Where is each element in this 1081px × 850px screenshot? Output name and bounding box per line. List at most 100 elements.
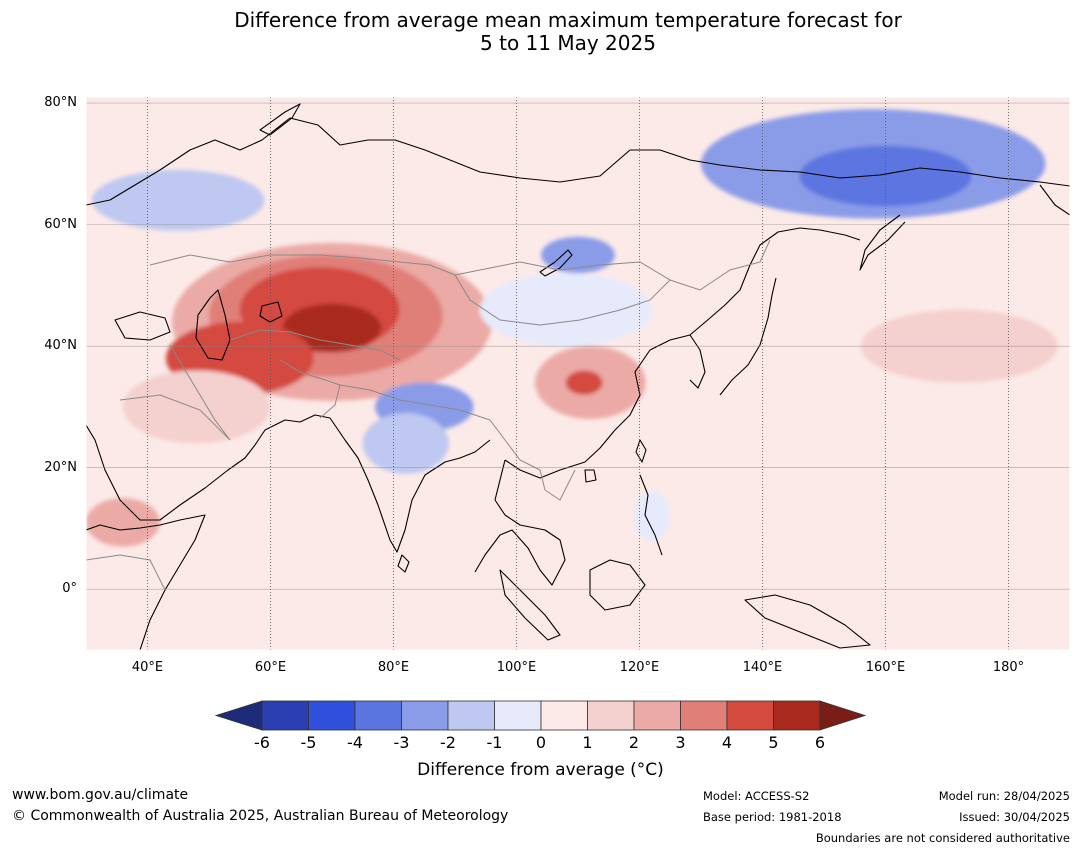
colorbar-segment bbox=[308, 700, 356, 731]
colorbar-segment bbox=[261, 700, 309, 731]
colorbar-segment bbox=[354, 700, 402, 731]
model-run-text: Model run: 28/04/2025 bbox=[938, 789, 1070, 803]
coastline-persian-gulf bbox=[254, 414, 331, 446]
colorbar-tick-label: -2 bbox=[440, 733, 456, 752]
anomaly-arabia-warm bbox=[122, 370, 271, 444]
border-afghanistan-pakistan bbox=[279, 359, 341, 419]
coastline-novaya-zemlya bbox=[259, 103, 301, 136]
title-line-1: Difference from average mean maximum tem… bbox=[234, 8, 902, 32]
anomaly-layer bbox=[86, 109, 1058, 547]
longitude-label: 180° bbox=[992, 660, 1025, 675]
coastline-arabia-persia bbox=[86, 424, 256, 521]
colorbar-tick-label: -6 bbox=[254, 733, 270, 752]
base-period-text: Base period: 1981-2018 bbox=[703, 810, 842, 824]
coastline-kamchatka-okhotsk bbox=[504, 227, 861, 479]
colorbar-over-arrow bbox=[819, 700, 867, 731]
colorbar-tick-label: 4 bbox=[721, 733, 733, 752]
anomaly-central-asia-warm-core bbox=[282, 303, 382, 353]
coastline-black-sea bbox=[114, 311, 171, 341]
border-central-asia bbox=[229, 329, 401, 361]
chart-title: Difference from average mean maximum tem… bbox=[0, 9, 1081, 55]
coastline-philippines bbox=[639, 474, 663, 556]
colorbar-tick-label: -5 bbox=[300, 733, 317, 752]
colorbar-segment bbox=[587, 700, 635, 731]
graticule bbox=[86, 97, 1070, 650]
colorbar-tick-label: -3 bbox=[393, 733, 410, 752]
border-russia-china-mongolia bbox=[454, 239, 771, 291]
coastline-japan bbox=[719, 277, 777, 396]
country-borders bbox=[86, 239, 771, 591]
colorbar-tick-label: 0 bbox=[535, 733, 547, 752]
colorbar-tick-label: 2 bbox=[628, 733, 640, 752]
coastline-baikal bbox=[539, 249, 573, 277]
issued-text: Issued: 30/04/2025 bbox=[959, 810, 1070, 824]
colorbar-tick-label: 5 bbox=[768, 733, 779, 752]
border-kazakhstan-russia bbox=[149, 254, 456, 276]
coastline-borneo bbox=[589, 559, 646, 611]
colorbar-segment bbox=[447, 700, 495, 731]
copyright-text: © Commonwealth of Australia 2025, Austra… bbox=[12, 808, 509, 824]
border-arabia bbox=[119, 394, 231, 441]
border-iran-iraq bbox=[169, 344, 231, 441]
coastline-southeast-asia bbox=[474, 459, 566, 586]
anomaly-mongolia-cool bbox=[479, 273, 652, 347]
coastline-aral bbox=[259, 301, 283, 323]
coastline-alaska bbox=[1039, 184, 1070, 216]
latitude-label: 80°N bbox=[44, 95, 77, 111]
coastline-east-africa bbox=[86, 514, 206, 650]
colorbar-tick-label: 3 bbox=[675, 733, 686, 752]
longitude-label: 60°E bbox=[254, 660, 287, 675]
colorbar-segment bbox=[494, 700, 542, 731]
latitude-label: 20°N bbox=[44, 459, 77, 475]
coastline-caspian bbox=[195, 289, 231, 361]
anomaly-west-siberia-cool bbox=[92, 169, 265, 231]
colorbar-under-arrow bbox=[214, 700, 263, 731]
map-frame bbox=[85, 96, 1071, 651]
coastline-india bbox=[329, 417, 491, 553]
longitude-label: 160°E bbox=[865, 660, 906, 675]
colorbar bbox=[214, 700, 867, 731]
colorbar-tick-label: 6 bbox=[814, 733, 826, 752]
anomaly-east-africa-warm bbox=[86, 498, 160, 547]
colorbar-segment bbox=[401, 700, 449, 731]
boundaries-note: Boundaries are not considered authoritat… bbox=[815, 831, 1070, 845]
model-text: Model: ACCESS-S2 bbox=[703, 789, 810, 803]
border-africa bbox=[86, 554, 166, 591]
longitude-label: 100°E bbox=[496, 660, 537, 675]
colorbar-tick-label: 1 bbox=[582, 733, 593, 752]
coastline-sri-lanka bbox=[397, 554, 410, 573]
map-area bbox=[86, 97, 1070, 650]
coastline-hainan bbox=[584, 469, 597, 483]
colorbar-segment bbox=[680, 700, 728, 731]
anomaly-philippines-cool bbox=[633, 492, 671, 541]
latitude-label: 0° bbox=[62, 581, 77, 597]
coastline-korea bbox=[689, 334, 706, 389]
coastline-sumatra bbox=[499, 569, 561, 641]
website-link[interactable]: www.bom.gov.au/climate bbox=[12, 787, 189, 803]
coastline-taiwan bbox=[635, 439, 647, 463]
border-mongolia-china bbox=[454, 274, 671, 326]
coastlines bbox=[86, 103, 1070, 650]
colorbar-segment bbox=[726, 700, 774, 731]
colorbar-segment bbox=[633, 700, 681, 731]
longitude-label: 80°E bbox=[377, 660, 410, 675]
coastline-new-guinea bbox=[744, 594, 871, 649]
title-line-2: 5 to 11 May 2025 bbox=[480, 31, 656, 55]
longitude-label: 120°E bbox=[619, 660, 660, 675]
border-china-india bbox=[339, 384, 506, 441]
anomaly-east-china-warm-core bbox=[565, 370, 603, 395]
longitude-label: 40°E bbox=[131, 660, 164, 675]
colorbar-segment bbox=[540, 700, 588, 731]
longitude-label: 140°E bbox=[742, 660, 783, 675]
colorbar-tick-label: -1 bbox=[486, 733, 503, 752]
latitude-label: 60°N bbox=[44, 216, 77, 232]
anomaly-india-cool bbox=[362, 413, 449, 474]
coastline-kamchatka-peninsula bbox=[859, 214, 906, 271]
anomaly-baikal-cool bbox=[541, 236, 615, 274]
border-southeast-asia bbox=[504, 439, 576, 501]
colorbar-segment bbox=[773, 700, 821, 731]
coastline-eurasia-north bbox=[86, 117, 1070, 206]
latitude-label: 40°N bbox=[44, 338, 77, 354]
colorbar-tick-label: -4 bbox=[347, 733, 363, 752]
